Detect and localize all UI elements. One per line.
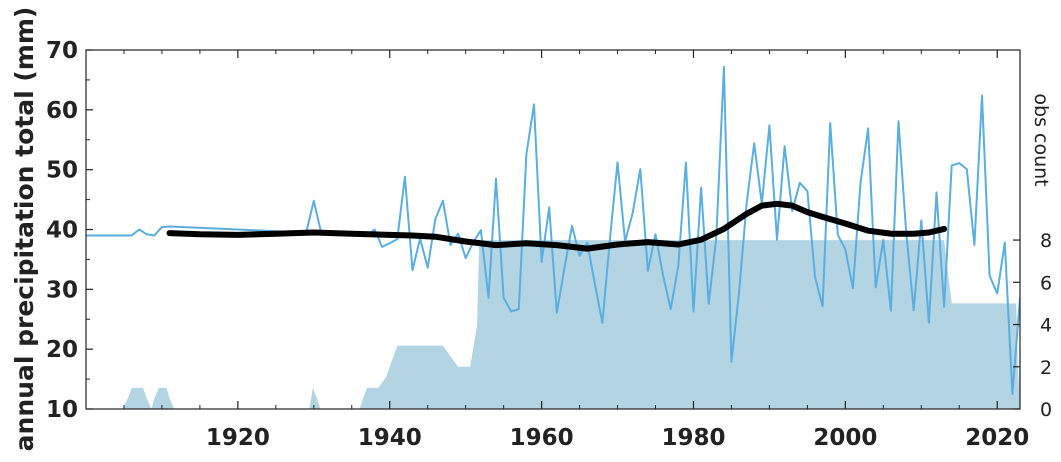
y-tick-label: 10 — [46, 397, 78, 423]
y2-tick-label: 6 — [1040, 272, 1052, 294]
y-tick-label: 70 — [46, 38, 78, 64]
x-tick-label: 1940 — [358, 425, 422, 451]
smoothed-trend-line — [166, 200, 948, 252]
x-tick-label: 1980 — [661, 425, 725, 451]
y-axis-label-right: obs count — [1030, 93, 1052, 186]
obs-count-area — [122, 240, 1020, 409]
plot-area — [86, 65, 1020, 409]
x-tick-label: 2020 — [965, 425, 1029, 451]
y2-tick-label: 2 — [1040, 357, 1052, 379]
y-tick-label: 60 — [46, 98, 78, 124]
y-tick-label: 50 — [46, 158, 78, 184]
y2-tick-label: 0 — [1040, 399, 1052, 421]
x-tick-label: 1960 — [510, 425, 574, 451]
y2-tick-label: 4 — [1040, 315, 1052, 337]
y-tick-label: 40 — [46, 218, 78, 244]
y-tick-label: 20 — [46, 337, 78, 363]
y-tick-label: 30 — [46, 277, 78, 303]
x-tick-label: 2000 — [813, 425, 877, 451]
y2-tick-label: 8 — [1040, 230, 1052, 252]
y-axis-label-left: annual precipitation total (mm) — [10, 7, 39, 452]
axes: 10 20 30 40 50 60 70 0 2 4 6 8 1920 1940 1960 1980 2000 2… — [46, 38, 1052, 451]
x-tick-label: 1920 — [206, 425, 270, 451]
